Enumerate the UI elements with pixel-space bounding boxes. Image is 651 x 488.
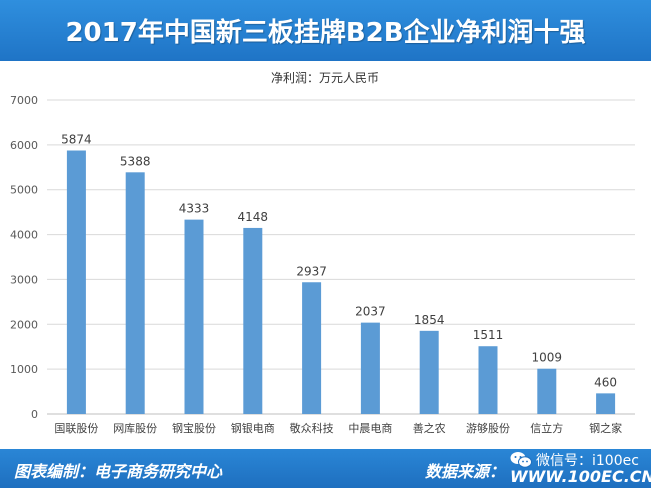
chart-subtitle: 净利润：万元人民币	[271, 71, 379, 85]
bar-钢银电商	[243, 227, 263, 414]
bars	[66, 150, 616, 414]
data-label: 2037	[355, 305, 386, 319]
data-label: 1854	[414, 313, 445, 327]
bar-信立方	[537, 368, 557, 414]
bar-善之农	[419, 330, 439, 414]
y-tick-label: 7000	[10, 94, 38, 107]
data-label: 1511	[473, 328, 504, 342]
title-banner: 2017年中国新三板挂牌B2B企业净利润十强	[0, 0, 651, 61]
bar-国联股份	[66, 150, 86, 414]
x-tick-label: 善之农	[413, 421, 446, 435]
y-tick-label: 3000	[10, 273, 38, 286]
x-tick-label: 敬众科技	[290, 421, 334, 435]
y-tick-label: 5000	[10, 184, 38, 197]
data-label: 4333	[179, 202, 210, 216]
data-label: 5388	[120, 154, 151, 168]
x-tick-label: 国联股份	[54, 422, 98, 435]
chart-area: 净利润：万元人民币 0 1000 2000 3000 4000 5000 6000 7000 …	[0, 61, 651, 449]
footer-banner: 图表编制：电子商务研究中心 数据来源： 微信号：i100ec WWW.100EC…	[0, 449, 651, 488]
bar-钢之家	[596, 393, 616, 414]
bar-中晨电商	[360, 322, 380, 414]
gridlines	[47, 99, 635, 415]
value-labels: 5874 5388 4333 4148 2937 2037 1854 1511 1009 460	[61, 133, 617, 390]
x-tick-label: 网库股份	[113, 422, 157, 435]
x-tick-label: 钢银电商	[231, 421, 275, 435]
y-tick-label: 6000	[10, 139, 38, 152]
bar-敬众科技	[302, 282, 322, 414]
x-tick-label: 中晨电商	[348, 421, 392, 435]
data-label: 460	[594, 375, 617, 389]
x-tick-label: 钢宝股份	[172, 421, 216, 435]
y-tick-label: 1000	[10, 363, 38, 376]
bar-chart: 净利润：万元人民币 01000200030004000500060007000 …	[10, 71, 635, 435]
footer-source-label: 数据来源：	[425, 462, 506, 481]
bar-钢宝股份	[184, 219, 204, 414]
bar-网库股份	[125, 172, 145, 414]
wechat-icon	[510, 452, 532, 468]
footer-credit: 图表编制：电子商务研究中心	[14, 462, 223, 481]
x-tick-label: 信立方	[530, 421, 563, 435]
y-tick-label: 2000	[10, 318, 38, 331]
x-axis: 国联股份 网库股份 钢宝股份 钢银电商 敬众科技 中晨电商 善之农 游够股份 信立方 钢之家	[54, 421, 622, 435]
x-tick-label: 游够股份	[466, 422, 510, 435]
x-tick-label: 钢之家	[589, 421, 622, 435]
data-label: 2937	[296, 264, 327, 278]
data-label: 5874	[61, 133, 92, 147]
website-url: WWW.100EC.CN	[510, 467, 651, 486]
data-label: 1009	[532, 351, 563, 365]
y-tick-label: 0	[31, 408, 38, 421]
chart-title: 2017年中国新三板挂牌B2B企业净利润十强	[65, 18, 586, 48]
y-tick-label: 4000	[10, 229, 38, 242]
y-axis: 0 1000 2000 3000 4000 5000 6000 7000	[10, 94, 38, 421]
bar-游够股份	[478, 346, 498, 414]
wechat-badge: 微信号：i100ec	[510, 449, 639, 471]
data-label: 4148	[238, 210, 269, 224]
wechat-id: 微信号：i100ec	[536, 453, 639, 469]
